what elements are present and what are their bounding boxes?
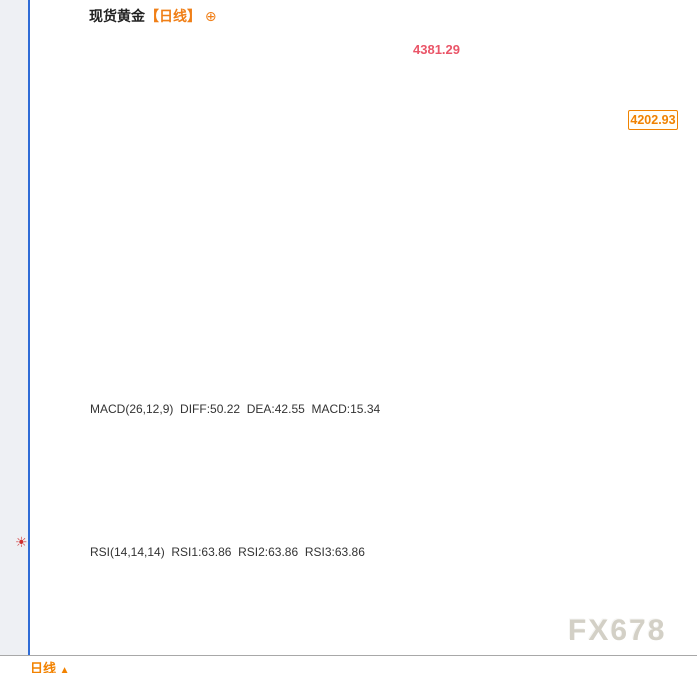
page-title: 现货黄金【日线】 ⊕ <box>89 6 217 26</box>
macd-hist-value: MACD:15.34 <box>311 402 381 416</box>
instrument-name: 现货黄金 <box>89 8 145 24</box>
period-selector[interactable]: 日线 ▲ <box>30 658 70 673</box>
current-price-badge: 4202.93 <box>628 110 678 130</box>
time-axis: 日线 ▲ <box>0 655 697 673</box>
macd-dea-value: DEA:42.55 <box>246 402 305 416</box>
add-indicator-icon[interactable]: ⊕ <box>204 8 217 24</box>
sidebar-divider <box>28 0 30 655</box>
peak-price-label: 4381.29 <box>413 42 460 57</box>
macd-diff-value: DIFF:50.22 <box>180 402 241 416</box>
rsi-title: RSI(14,14,14) <box>90 545 165 559</box>
rsi-legend: RSI(14,14,14) RSI1:63.86 RSI2:63.86 RSI3… <box>90 545 365 559</box>
watermark: FX678 <box>568 614 667 647</box>
rsi1-value: RSI1:63.86 <box>171 545 232 559</box>
rsi3-value: RSI3:63.86 <box>304 545 365 559</box>
dropdown-arrow-icon: ▲ <box>59 665 70 673</box>
sidebar <box>0 0 28 655</box>
macd-legend: MACD(26,12,9) DIFF:50.22 DEA:42.55 MACD:… <box>90 402 380 416</box>
period-tag: 【日线】 <box>145 8 201 24</box>
indicator-settings-icon[interactable]: ☀ <box>15 534 28 550</box>
macd-title: MACD(26,12,9) <box>90 402 174 416</box>
rsi2-value: RSI2:63.86 <box>238 545 299 559</box>
